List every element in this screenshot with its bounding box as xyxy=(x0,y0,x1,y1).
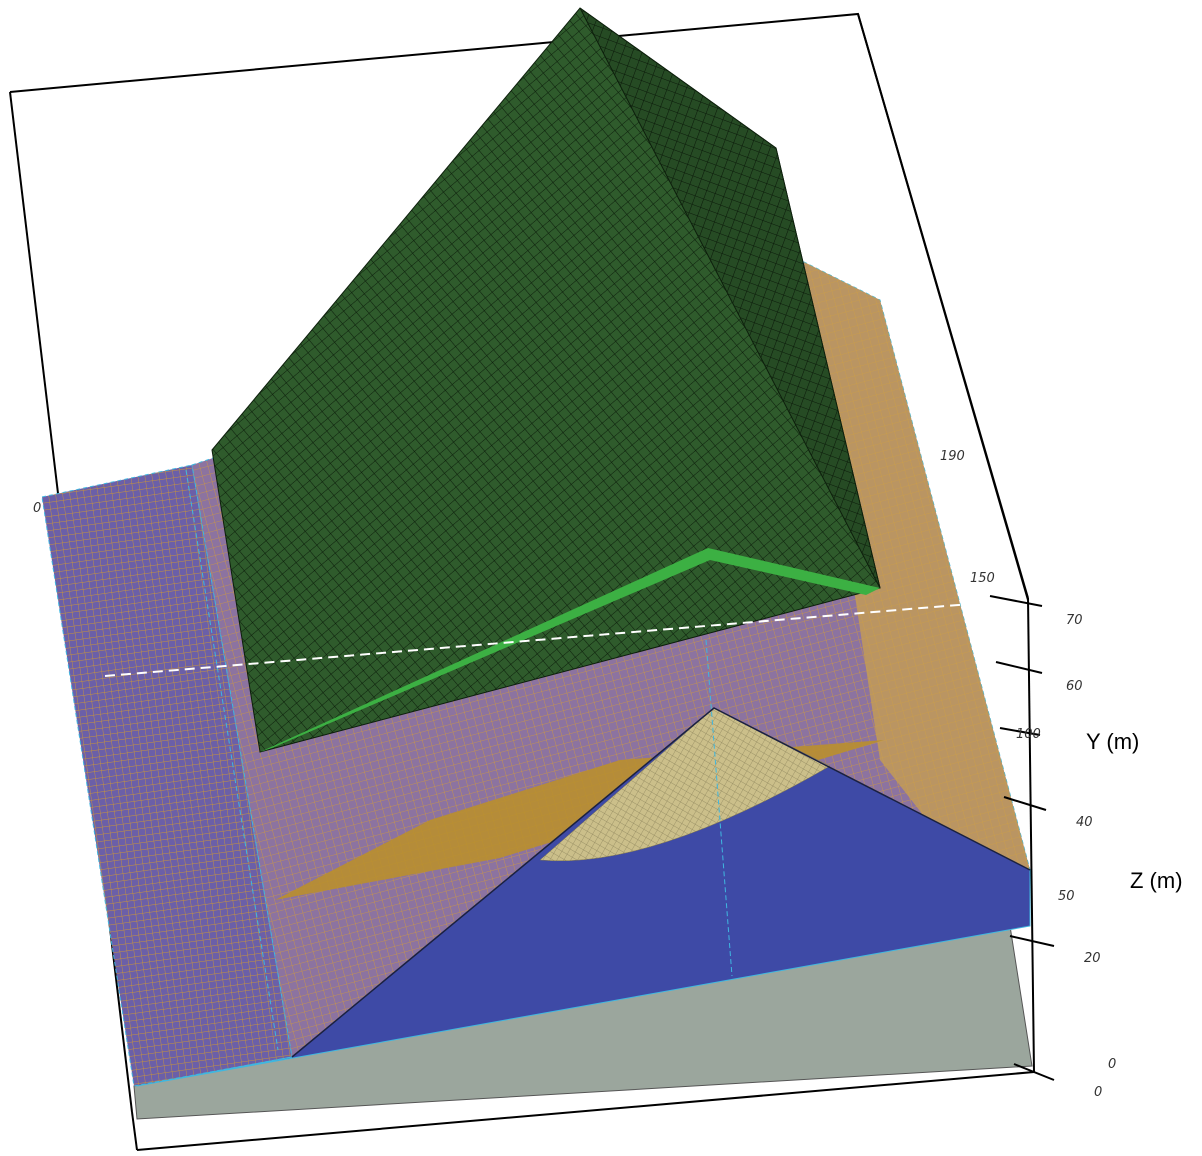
y-tick-190: 190 xyxy=(940,449,965,464)
frame-front xyxy=(131,597,1035,1151)
z-tick-20: 20 xyxy=(1084,951,1101,966)
left-guide-line xyxy=(185,469,279,1051)
building-block xyxy=(211,7,881,753)
center-guide-line xyxy=(705,639,733,977)
y-tick-150: 150 xyxy=(970,571,995,586)
excavation-edges xyxy=(291,707,1031,1058)
z-tick-0b: 0 xyxy=(1094,1085,1102,1100)
sand-cone xyxy=(539,707,831,862)
building-right-face xyxy=(579,7,881,589)
left-partial-tick: 0 xyxy=(33,501,41,516)
z-axis-label: Z (m) xyxy=(1130,868,1183,893)
z-tick-50: 50 xyxy=(1058,889,1075,904)
y-axis-label: Y (m) xyxy=(1086,729,1139,754)
axis-tick-marks xyxy=(989,595,1055,1081)
y-tick-100: 100 xyxy=(1016,727,1041,742)
z-tick-40: 40 xyxy=(1076,815,1093,830)
clay-layer-left xyxy=(41,464,293,1087)
z-tick-60: 60 xyxy=(1066,679,1083,694)
section-line xyxy=(104,599,1019,677)
z-tick-0a: 0 xyxy=(1108,1057,1116,1072)
clay-layer-right xyxy=(804,262,1030,926)
z-tick-70: 70 xyxy=(1066,613,1083,628)
